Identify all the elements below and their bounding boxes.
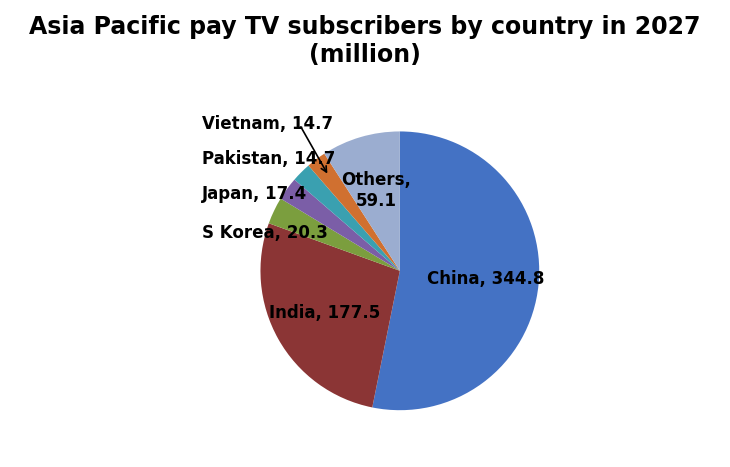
Wedge shape [294, 166, 400, 271]
Wedge shape [324, 131, 400, 271]
Wedge shape [261, 223, 400, 407]
Text: China, 344.8: China, 344.8 [427, 270, 545, 289]
Text: Pakistan, 14.7: Pakistan, 14.7 [202, 150, 335, 168]
Text: Vietnam, 14.7: Vietnam, 14.7 [202, 115, 333, 134]
Title: Asia Pacific pay TV subscribers by country in 2027
(million): Asia Pacific pay TV subscribers by count… [29, 15, 701, 67]
Text: India, 177.5: India, 177.5 [269, 304, 380, 322]
Wedge shape [309, 154, 400, 271]
Text: Others,
59.1: Others, 59.1 [342, 171, 411, 210]
Wedge shape [269, 198, 400, 271]
Wedge shape [280, 180, 400, 271]
Text: Japan, 17.4: Japan, 17.4 [202, 185, 307, 203]
Text: S Korea, 20.3: S Korea, 20.3 [202, 224, 328, 242]
Wedge shape [372, 131, 539, 410]
